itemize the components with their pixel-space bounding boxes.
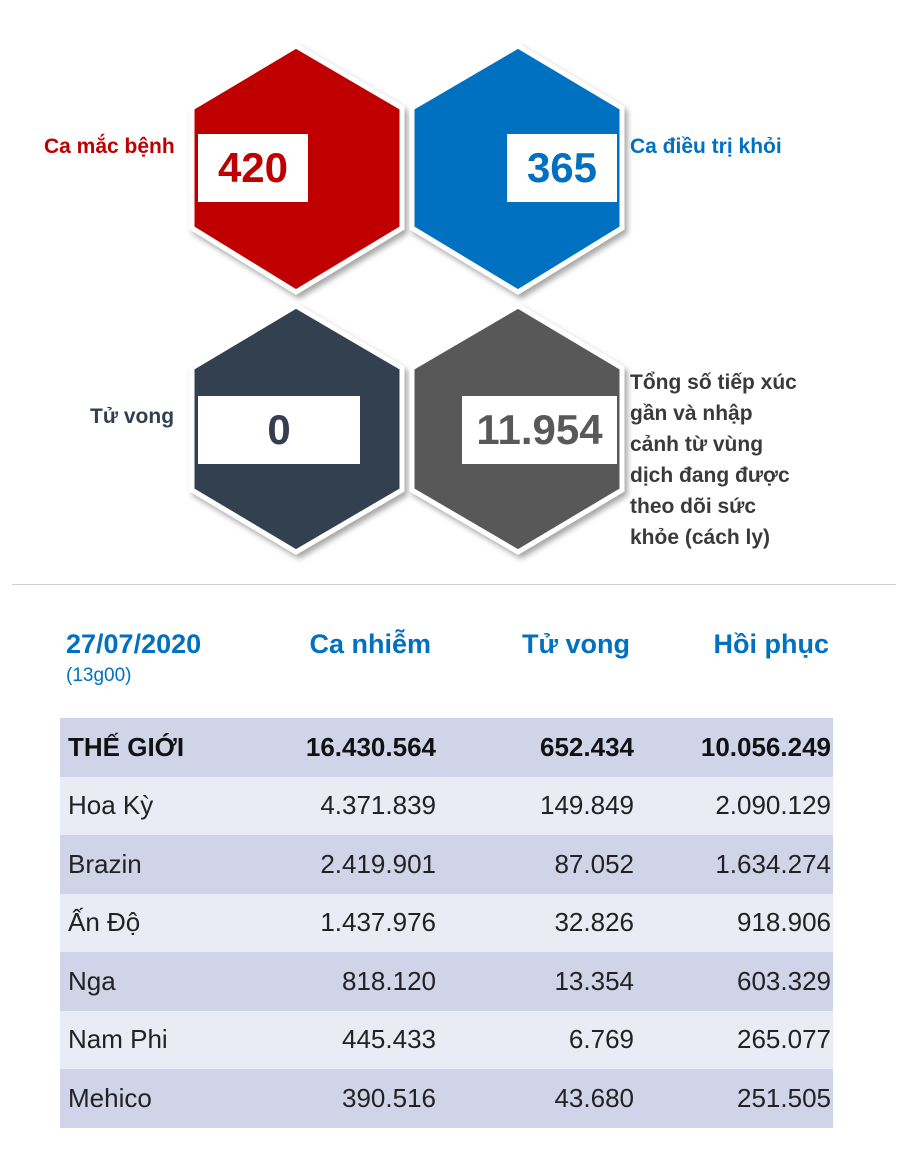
cases-label: Ca mắc bệnh — [44, 135, 175, 158]
deaths-cell: 43.680 — [554, 1082, 634, 1113]
monitored-label-line: khỏe (cách ly) — [630, 526, 771, 549]
deaths-label: Tử vong — [90, 405, 175, 428]
deaths-cell: 13.354 — [554, 965, 634, 996]
deaths-cell: 652.434 — [540, 731, 634, 762]
country-name: Brazin — [68, 848, 142, 879]
recovered-cell: 918.906 — [737, 907, 831, 938]
table-row-world: THẾ GIỚI 16.430.564 652.434 10.056.249 — [60, 718, 833, 777]
table-time: (13g00) — [66, 665, 132, 686]
deaths-cell: 87.052 — [554, 848, 634, 879]
recovered-cell: 1.634.274 — [715, 848, 831, 879]
country-name: Mehico — [68, 1082, 152, 1113]
section-divider — [12, 584, 896, 585]
recovered-cell: 251.505 — [737, 1082, 831, 1113]
table-row: Nam Phi 445.433 6.769 265.077 — [60, 1010, 833, 1069]
cases-cell: 818.120 — [342, 965, 436, 996]
cases-cell: 1.437.976 — [320, 907, 436, 938]
header-cases: Ca nhiễm — [309, 629, 431, 659]
recovered-cell: 603.329 — [737, 965, 831, 996]
table-row: Ấn Độ 1.437.976 32.826 918.906 — [60, 893, 833, 952]
monitored-label-line: dịch đang được — [630, 464, 790, 487]
cases-cell: 16.430.564 — [305, 731, 436, 762]
cases-cell: 2.419.901 — [320, 848, 436, 879]
cases-cell: 390.516 — [342, 1082, 436, 1113]
monitored-label-line: cảnh từ vùng — [630, 433, 764, 456]
deaths-value: 0 — [198, 396, 360, 464]
country-name: Nga — [68, 965, 116, 996]
table-row: Hoa Kỳ 4.371.839 149.849 2.090.129 — [60, 776, 833, 835]
recovered-label: Ca điều trị khỏi — [630, 135, 782, 158]
deaths-cell: 149.849 — [540, 790, 634, 821]
monitored-value: 11.954 — [462, 396, 617, 464]
header-recovered: Hồi phục — [713, 629, 830, 659]
table-row: Brazin 2.419.901 87.052 1.634.274 — [60, 835, 833, 894]
cases-cell: 4.371.839 — [320, 790, 436, 821]
monitored-label-line: gần và nhập — [630, 402, 753, 425]
recovered-cell: 2.090.129 — [715, 790, 831, 821]
monitored-label: Tổng số tiếp xúc gần và nhập cảnh từ vùn… — [630, 367, 797, 553]
table-row: Mehico 390.516 43.680 251.505 — [60, 1069, 833, 1128]
table-row: Nga 818.120 13.354 603.329 — [60, 952, 833, 1011]
deaths-cell: 32.826 — [554, 907, 634, 938]
country-name: Hoa Kỳ — [68, 790, 154, 821]
covid-table: THẾ GIỚI 16.430.564 652.434 10.056.249 H… — [60, 718, 833, 1128]
header-deaths: Tử vong — [521, 629, 630, 659]
recovered-cell: 10.056.249 — [700, 731, 831, 762]
recovered-cell: 265.077 — [737, 1024, 831, 1055]
cases-value: 420 — [198, 134, 308, 202]
recovered-value: 365 — [507, 134, 617, 202]
cases-cell: 445.433 — [342, 1024, 436, 1055]
country-name: Ấn Độ — [68, 907, 141, 938]
deaths-cell: 6.769 — [568, 1024, 634, 1055]
monitored-label-line: Tổng số tiếp xúc — [630, 371, 797, 394]
country-name: THẾ GIỚI — [68, 731, 185, 762]
monitored-label-line: theo dõi sức — [630, 495, 757, 518]
country-name: Nam Phi — [68, 1024, 168, 1055]
table-date: 27/07/2020 — [66, 629, 202, 659]
